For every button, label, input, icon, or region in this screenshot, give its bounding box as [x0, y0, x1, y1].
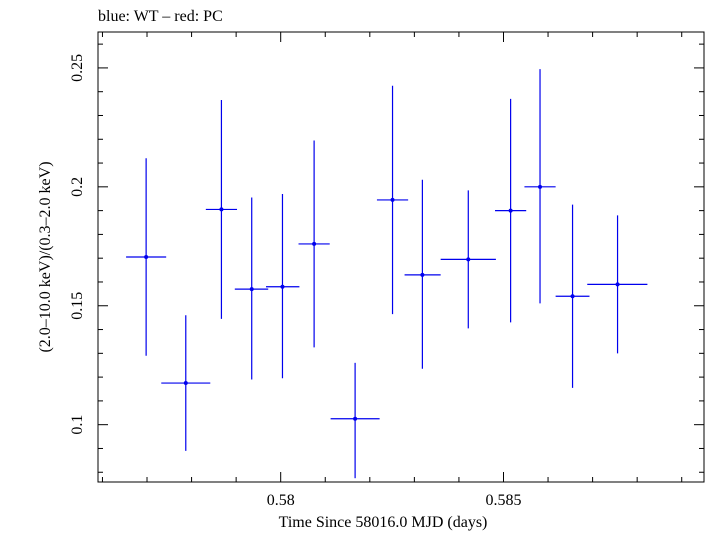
data-point: [440, 190, 496, 329]
data-point: [330, 362, 380, 479]
x-axis-label: Time Since 58016.0 MJD (days): [279, 514, 488, 531]
data-point: [265, 193, 300, 379]
data-point: [298, 140, 330, 348]
tick-labels: 0.58 0.585 0.1 0.15 0.2 0.25: [69, 54, 521, 509]
data-point: [587, 215, 648, 354]
point-marker: [615, 282, 620, 287]
data-point: [234, 197, 269, 380]
data-point: [126, 158, 167, 356]
y-tick-label: 0.25: [69, 54, 86, 82]
data-point: [404, 179, 441, 369]
point-marker: [280, 284, 285, 289]
point-marker: [249, 287, 254, 292]
x-tick-label: 0.585: [485, 492, 521, 509]
point-marker: [219, 207, 224, 212]
y-tick-label: 0.2: [69, 177, 86, 197]
point-marker: [312, 241, 317, 246]
chart-title: blue: WT – red: PC: [98, 8, 223, 25]
point-marker: [353, 416, 358, 421]
data-point: [555, 204, 590, 388]
point-marker: [466, 257, 471, 262]
point-marker: [508, 208, 513, 213]
point-marker: [390, 197, 395, 202]
x-tick-label: 0.58: [267, 492, 295, 509]
point-marker: [420, 272, 425, 277]
y-tick-label: 0.15: [69, 292, 86, 320]
data-point: [376, 85, 409, 315]
data-point: [205, 100, 238, 319]
axis-ticks: [98, 32, 704, 482]
point-marker: [144, 255, 149, 259]
y-axis-label: (2.0–10.0 keV)/(0.3–2.0 keV): [37, 161, 54, 352]
data-point: [524, 69, 556, 304]
data-point: [495, 98, 527, 323]
point-marker: [570, 294, 575, 299]
data-point: [161, 315, 211, 451]
y-tick-label: 0.1: [69, 415, 86, 435]
plot-frame: [97, 31, 705, 483]
point-marker: [538, 184, 543, 189]
point-marker: [183, 381, 188, 386]
error-bars: [126, 69, 648, 479]
